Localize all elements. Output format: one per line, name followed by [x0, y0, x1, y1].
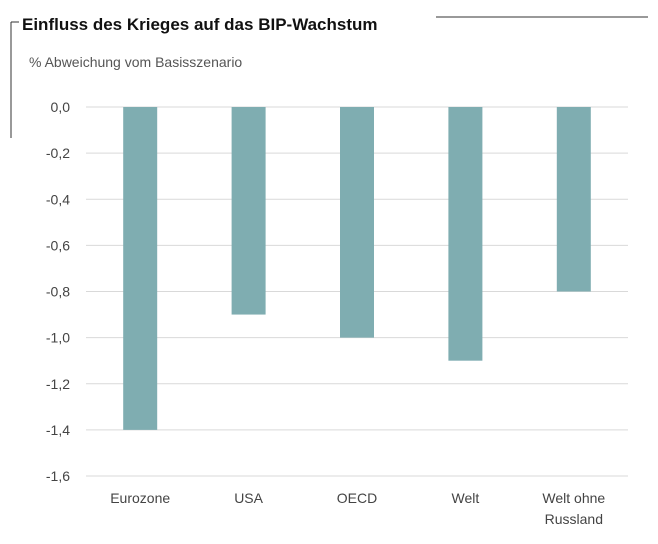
y-tick-label: -1,4: [46, 422, 70, 438]
x-category-label: Welt ohne Russland: [542, 490, 605, 527]
y-tick-label: 0,0: [51, 99, 71, 115]
bar-usa: [231, 107, 266, 315]
x-category-label: Welt: [452, 490, 480, 506]
bar-eurozone: [123, 107, 158, 430]
y-tick-label: -1,0: [46, 330, 70, 346]
y-axis-ticks: 0,0 -0,2 -0,4 -0,6 -0,8 -1,0 -1,2 -1,4 -1,6: [46, 99, 70, 484]
bar-oecd: [340, 107, 374, 338]
bars: [123, 107, 591, 430]
bar-welt: [448, 107, 483, 361]
x-category-label: OECD: [337, 490, 377, 506]
y-tick-label: -0,6: [46, 237, 70, 253]
chart-title: Einfluss des Krieges auf das BIP-Wachstu…: [22, 15, 378, 34]
x-category-label: USA: [234, 490, 263, 506]
y-tick-label: -1,2: [46, 376, 70, 392]
x-axis-categories: Eurozone USA OECD Welt Welt ohne Russland: [110, 490, 605, 527]
y-tick-label: -0,4: [46, 191, 70, 207]
chart-subtitle: % Abweichung vom Basisszenario: [29, 54, 242, 70]
x-category-label: Eurozone: [110, 490, 170, 506]
y-tick-label: -0,8: [46, 284, 70, 300]
y-tick-label: -0,2: [46, 145, 70, 161]
y-tick-label: -1,6: [46, 468, 70, 484]
bar-welt-ohne-russland: [556, 107, 591, 292]
